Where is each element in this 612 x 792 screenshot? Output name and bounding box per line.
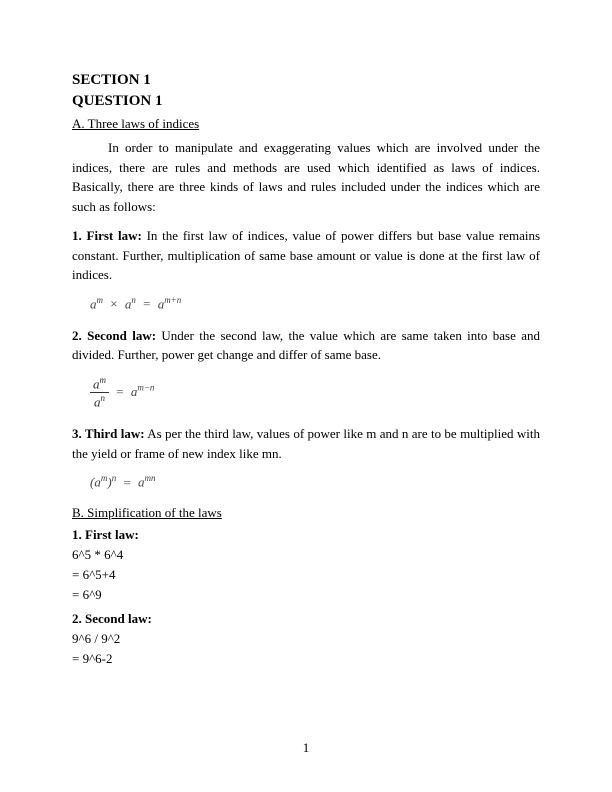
fraction-numerator: am bbox=[90, 375, 109, 393]
law3-formula: (am)n = amn bbox=[90, 473, 540, 490]
formula-exp: n bbox=[101, 393, 106, 403]
calc-line: = 6^9 bbox=[72, 587, 540, 603]
calc-line: 9^6 / 9^2 bbox=[72, 631, 540, 647]
law1-label: 1. First law: bbox=[72, 228, 142, 243]
law3-label: 3. Third law: bbox=[72, 426, 145, 441]
equals-sign: = bbox=[143, 296, 150, 311]
formula-exp: m+n bbox=[164, 295, 181, 305]
calc-line: = 6^5+4 bbox=[72, 567, 540, 583]
law1-text: In the first law of indices, value of po… bbox=[72, 228, 540, 282]
page-content: SECTION 1 QUESTION 1 A. Three laws of in… bbox=[0, 0, 612, 711]
partb-law2-label: 2. Second law: bbox=[72, 611, 540, 627]
law1-formula: am × an = am+n bbox=[90, 295, 540, 312]
law2-paragraph: 2. Second law: Under the second law, the… bbox=[72, 326, 540, 365]
intro-paragraph: In order to manipulate and exaggerating … bbox=[72, 138, 540, 216]
formula-exp: m−n bbox=[137, 382, 154, 392]
formula-exp: m bbox=[97, 295, 104, 305]
formula-exp: n bbox=[112, 473, 117, 483]
calc-line: = 9^6-2 bbox=[72, 651, 540, 667]
question-title: QUESTION 1 bbox=[72, 93, 540, 110]
equals-sign: = bbox=[116, 384, 123, 399]
formula-fraction: am an bbox=[90, 375, 109, 411]
part-a-heading: A. Three laws of indices bbox=[72, 116, 540, 132]
fraction-denominator: an bbox=[90, 393, 109, 410]
partb-law1-label: 1. First law: bbox=[72, 527, 540, 543]
part-b-heading: B. Simplification of the laws bbox=[72, 505, 540, 521]
equals-sign: = bbox=[123, 475, 130, 490]
law3-paragraph: 3. Third law: As per the third law, valu… bbox=[72, 424, 540, 463]
law2-label: 2. Second law: bbox=[72, 328, 156, 343]
formula-exp: m bbox=[100, 375, 107, 385]
law1-paragraph: 1. First law: In the first law of indice… bbox=[72, 226, 540, 285]
page-number: 1 bbox=[0, 740, 612, 756]
formula-op: × bbox=[110, 296, 117, 311]
law2-formula: am an = am−n bbox=[90, 375, 540, 411]
law-label: 1. First law: bbox=[72, 527, 139, 542]
formula-exp: mn bbox=[145, 473, 156, 483]
section-title: SECTION 1 bbox=[72, 72, 540, 89]
formula-exp: n bbox=[131, 295, 136, 305]
law-label: 2. Second law: bbox=[72, 611, 152, 626]
calc-line: 6^5 * 6^4 bbox=[72, 547, 540, 563]
